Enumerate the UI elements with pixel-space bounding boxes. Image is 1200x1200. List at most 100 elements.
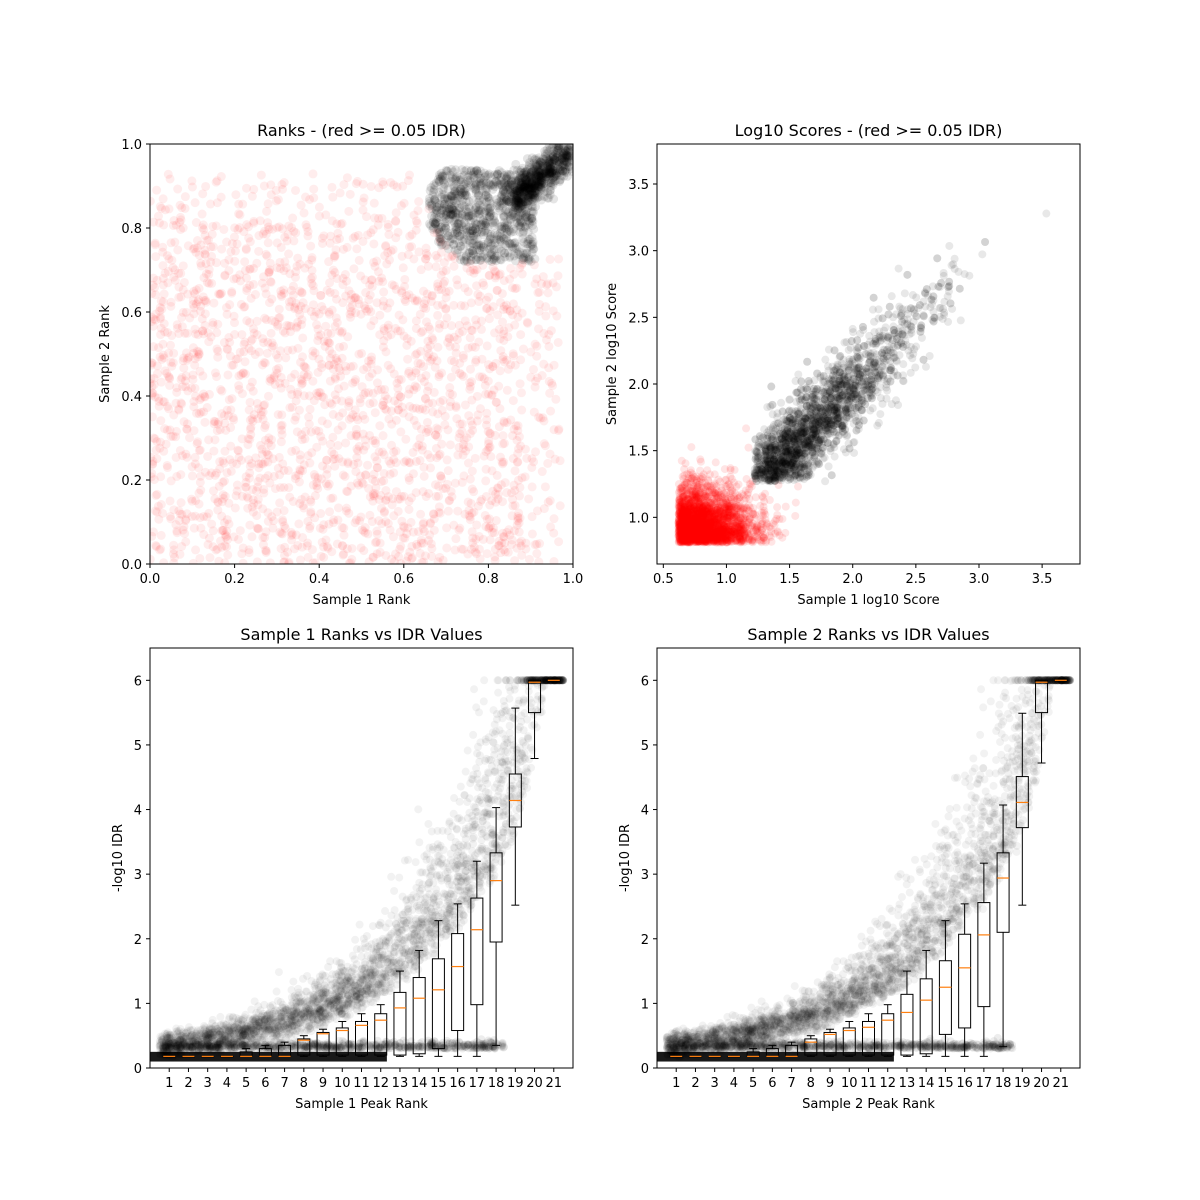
point-fail — [361, 288, 371, 298]
point-fail — [416, 328, 426, 338]
point-fail — [188, 374, 198, 384]
point-fail — [242, 316, 252, 326]
point-fail — [453, 506, 463, 516]
point-fail — [290, 302, 300, 312]
point-fail — [216, 385, 226, 395]
point-fail — [382, 259, 392, 269]
point-fail — [224, 519, 234, 529]
point-fail — [301, 220, 311, 230]
point-fail — [274, 452, 284, 462]
point-fail — [432, 356, 442, 366]
point-fail — [198, 389, 208, 399]
point-fail — [319, 542, 329, 552]
point-fail — [400, 533, 410, 543]
point-fail — [481, 295, 491, 305]
point-fail — [208, 542, 218, 552]
point-fail — [266, 375, 276, 385]
point-fail — [438, 484, 448, 494]
point-fail — [352, 453, 362, 463]
point-fail — [359, 193, 369, 203]
point-fail — [353, 230, 363, 240]
point-fail — [454, 442, 464, 452]
point-fail — [257, 444, 267, 454]
point-fail — [539, 328, 549, 338]
point-fail — [182, 419, 192, 429]
point-fail — [403, 250, 413, 260]
point-fail — [150, 506, 160, 516]
point-fail — [212, 176, 222, 186]
point-fail — [342, 173, 352, 183]
point-fail — [341, 291, 351, 301]
point-fail — [368, 436, 378, 446]
point-fail — [483, 426, 493, 436]
point-fail — [541, 311, 551, 321]
point-fail — [182, 424, 192, 434]
point-fail — [201, 258, 211, 268]
point-fail — [474, 297, 484, 307]
point-fail — [245, 280, 255, 290]
point-fail — [297, 378, 307, 388]
point-fail — [449, 300, 459, 310]
point-pass — [491, 256, 501, 266]
point-fail — [369, 239, 379, 249]
point-pass — [531, 184, 541, 194]
point-fail — [370, 476, 380, 486]
point-pass — [471, 202, 481, 212]
point-fail — [252, 511, 262, 521]
point-fail — [263, 391, 273, 401]
point-fail — [498, 439, 508, 449]
point-fail — [168, 220, 178, 230]
point-fail — [213, 497, 223, 507]
point-fail — [555, 456, 565, 466]
point-fail — [284, 249, 294, 259]
point-fail — [527, 512, 537, 522]
point-fail — [312, 442, 322, 452]
point-fail — [341, 438, 351, 448]
point-fail — [422, 289, 432, 299]
point-fail — [194, 347, 204, 357]
point-fail — [303, 516, 313, 526]
point-pass — [549, 194, 559, 204]
point-fail — [165, 425, 175, 435]
point-pass — [494, 175, 504, 185]
point-fail — [359, 546, 369, 556]
point-fail — [279, 557, 289, 564]
point-fail — [385, 525, 395, 535]
point-fail — [171, 426, 181, 436]
point-fail — [370, 408, 380, 418]
point-pass — [510, 238, 520, 248]
point-fail — [474, 337, 484, 347]
point-fail — [266, 328, 276, 338]
point-pass — [516, 216, 526, 226]
point-fail — [232, 459, 242, 469]
point-fail — [485, 364, 495, 374]
point-fail — [288, 281, 298, 291]
point-fail — [220, 530, 230, 540]
point-fail — [306, 427, 316, 437]
point-fail — [319, 552, 329, 562]
point-fail — [538, 272, 548, 282]
point-pass — [438, 176, 448, 186]
point-fail — [191, 247, 201, 257]
point-fail — [204, 533, 214, 543]
point-fail — [545, 388, 555, 398]
point-fail — [555, 501, 565, 511]
point-fail — [512, 457, 522, 467]
point-fail — [480, 510, 490, 520]
point-fail — [194, 445, 204, 455]
point-fail — [513, 475, 523, 485]
point-fail — [455, 419, 465, 429]
point-fail — [394, 310, 404, 320]
point-fail — [358, 197, 368, 207]
point-fail — [445, 495, 455, 505]
point-fail — [196, 258, 206, 268]
point-fail — [362, 306, 372, 316]
point-fail — [380, 251, 390, 261]
point-fail — [485, 270, 495, 280]
point-fail — [291, 228, 301, 238]
point-fail — [227, 360, 237, 370]
point-fail — [262, 449, 272, 459]
point-fail — [173, 245, 183, 255]
point-fail — [259, 358, 269, 368]
point-fail — [216, 192, 226, 202]
